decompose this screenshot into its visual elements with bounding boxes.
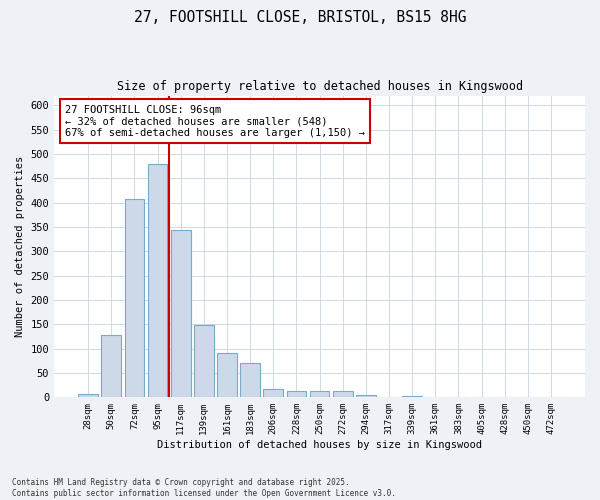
- Bar: [78, 394, 98, 398]
- Bar: [287, 390, 306, 398]
- Bar: [148, 164, 167, 398]
- Text: Contains HM Land Registry data © Crown copyright and database right 2025.
Contai: Contains HM Land Registry data © Crown c…: [12, 478, 396, 498]
- Text: 27, FOOTSHILL CLOSE, BRISTOL, BS15 8HG: 27, FOOTSHILL CLOSE, BRISTOL, BS15 8HG: [134, 10, 466, 25]
- Bar: [333, 391, 353, 398]
- X-axis label: Distribution of detached houses by size in Kingswood: Distribution of detached houses by size …: [157, 440, 482, 450]
- Bar: [194, 326, 214, 398]
- Bar: [171, 230, 191, 398]
- Bar: [101, 335, 121, 398]
- Bar: [125, 198, 144, 398]
- Text: 27 FOOTSHILL CLOSE: 96sqm
← 32% of detached houses are smaller (548)
67% of semi: 27 FOOTSHILL CLOSE: 96sqm ← 32% of detac…: [65, 104, 365, 138]
- Bar: [356, 395, 376, 398]
- Bar: [241, 364, 260, 398]
- Bar: [263, 389, 283, 398]
- Title: Size of property relative to detached houses in Kingswood: Size of property relative to detached ho…: [116, 80, 523, 93]
- Bar: [310, 391, 329, 398]
- Bar: [217, 353, 237, 398]
- Bar: [403, 396, 422, 398]
- Y-axis label: Number of detached properties: Number of detached properties: [15, 156, 25, 337]
